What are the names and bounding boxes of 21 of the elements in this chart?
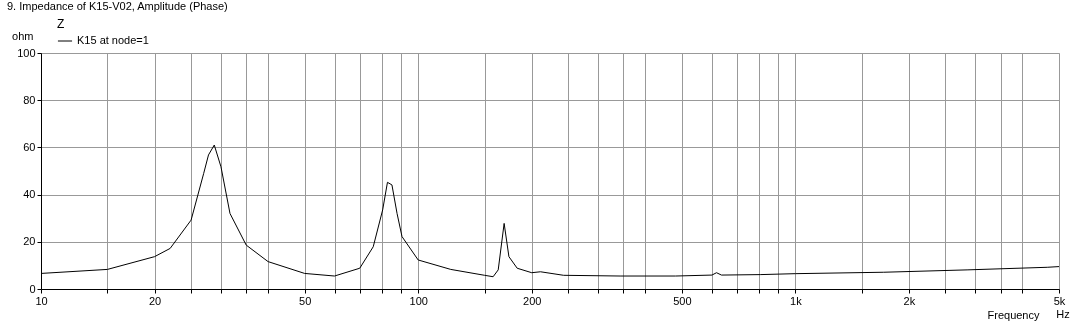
legend-label: K15 at node=1 <box>77 34 149 46</box>
x-tick-label: 500 <box>673 294 692 307</box>
y-tick-label: 0 <box>29 282 36 295</box>
x-tick-label: 5k <box>1053 294 1066 307</box>
x-tick-label: 50 <box>299 294 312 307</box>
x-tick-label: 10 <box>35 294 48 307</box>
y-tick-label: 20 <box>23 235 36 248</box>
x-tick-label: 100 <box>409 294 428 307</box>
x-tick-label: 2k <box>903 294 916 307</box>
y-tick-label: 60 <box>23 140 36 153</box>
legend-title: Z <box>57 17 65 31</box>
x-tick-label: 1k <box>790 294 803 307</box>
y-tick-label: 100 <box>17 46 36 59</box>
chart-title: 9. Impedance of K15-V02, Amplitude (Phase) <box>7 0 228 12</box>
x-tick-label: 20 <box>148 294 162 307</box>
y-tick-label: 80 <box>23 93 36 106</box>
x-tick-label: 200 <box>523 294 542 307</box>
y-tick-label: 40 <box>23 188 36 201</box>
x-axis-title: Frequency <box>987 308 1040 321</box>
y-axis-title: ohm <box>12 29 34 42</box>
text: Hz <box>1056 308 1070 320</box>
